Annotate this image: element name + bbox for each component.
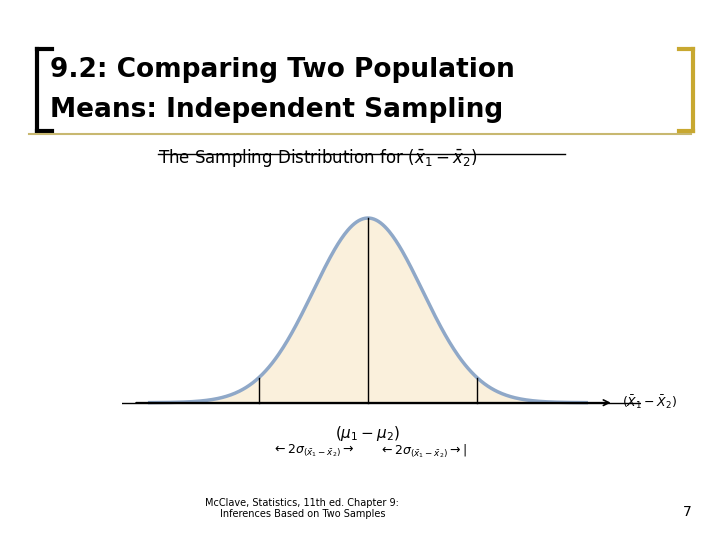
- Text: The Sampling Distribution for $(\bar{x}_1 - \bar{x}_2)$: The Sampling Distribution for $(\bar{x}_…: [158, 147, 478, 169]
- Text: Means: Independent Sampling: Means: Independent Sampling: [50, 97, 504, 123]
- Text: $\leftarrow 2\sigma_{(\bar{x}_1 - \bar{x}_2)} \rightarrow$: $\leftarrow 2\sigma_{(\bar{x}_1 - \bar{x…: [272, 443, 354, 459]
- Text: 7: 7: [683, 505, 691, 519]
- Text: $(\mu_1 - \mu_2)$: $(\mu_1 - \mu_2)$: [336, 424, 400, 443]
- Text: McClave, Statistics, 11th ed. Chapter 9:
Inferences Based on Two Samples: McClave, Statistics, 11th ed. Chapter 9:…: [205, 498, 400, 519]
- Text: $\leftarrow 2\sigma_{(\bar{x}_1 - \bar{x}_2)} \rightarrow |$: $\leftarrow 2\sigma_{(\bar{x}_1 - \bar{x…: [379, 442, 467, 460]
- Text: 9.2: Comparing Two Population: 9.2: Comparing Two Population: [50, 57, 515, 83]
- Text: $(\bar{X}_1 - \bar{X}_2)$: $(\bar{X}_1 - \bar{X}_2)$: [621, 394, 677, 411]
